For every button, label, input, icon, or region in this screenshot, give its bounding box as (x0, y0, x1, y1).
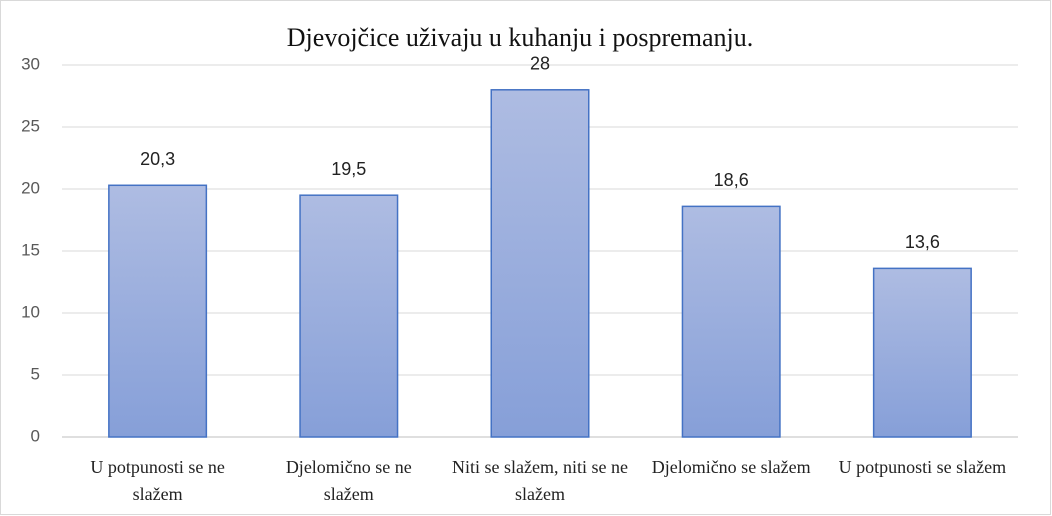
y-tick-label: 20 (21, 178, 40, 197)
x-tick-label: Djelomično se slažem (651, 457, 811, 477)
x-tick-label: Niti se slažem, niti se ne slažem (452, 457, 628, 504)
data-label: 20,3 (140, 149, 175, 169)
y-tick-label: 0 (31, 426, 40, 445)
x-tick-label: U potpunosti se slažem (838, 457, 1007, 477)
data-label: 18,6 (714, 170, 749, 190)
bar (299, 194, 399, 438)
x-tick-label: Djelomično se ne slažem (285, 457, 412, 504)
x-tick-label: U potpunosti se ne slažem (90, 457, 225, 504)
bar (872, 267, 972, 438)
y-tick-label: 15 (21, 240, 40, 259)
bar (108, 184, 208, 438)
y-tick-label: 30 (21, 54, 40, 73)
data-label: 28 (530, 54, 550, 74)
bar (490, 89, 590, 438)
y-tick-label: 25 (21, 116, 40, 135)
bar (681, 205, 781, 438)
data-label: 19,5 (331, 159, 366, 179)
data-label: 13,6 (905, 232, 940, 252)
chart-title: Djevojčice uživaju u kuhanju i pospreman… (287, 23, 753, 52)
y-tick-label: 5 (31, 364, 40, 383)
y-tick-label: 10 (21, 302, 40, 321)
